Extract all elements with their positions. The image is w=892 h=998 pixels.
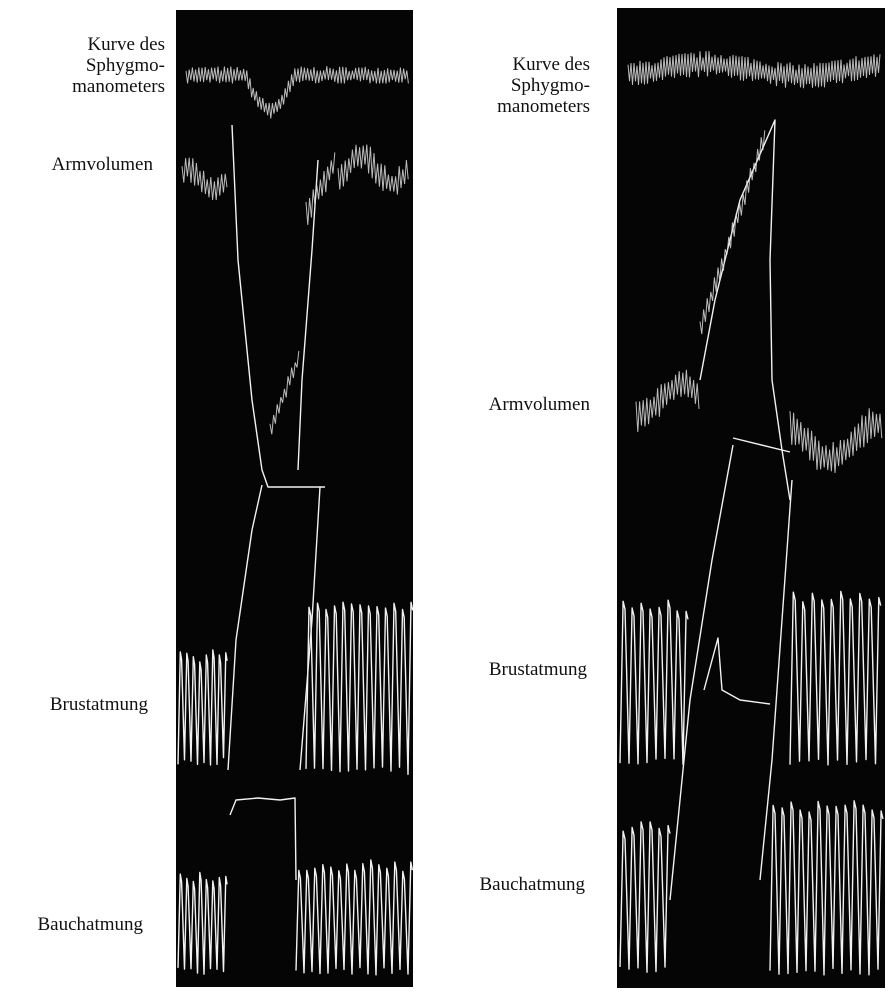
trace-label: Sphygmo-	[511, 75, 590, 96]
trace-label: manometers	[497, 96, 590, 117]
trace-label: Brustatmung	[489, 659, 588, 680]
trace	[337, 144, 409, 195]
trace-label: Bauchatmung	[37, 914, 143, 935]
trace	[295, 859, 414, 976]
trace-label: Kurve des	[512, 54, 590, 75]
trace	[177, 649, 228, 766]
trace	[177, 871, 228, 975]
trace	[627, 51, 881, 89]
trace	[699, 119, 791, 501]
trace	[619, 599, 689, 766]
trace	[185, 66, 409, 119]
trace	[732, 437, 791, 453]
trace	[759, 479, 793, 881]
trace	[305, 152, 336, 225]
trace	[769, 800, 884, 976]
trace-label: manometers	[72, 76, 165, 97]
trace	[181, 157, 228, 201]
trace	[231, 124, 325, 488]
trace-label: Brustatmung	[50, 694, 149, 715]
trace-label: Kurve des	[87, 34, 165, 55]
trace	[699, 130, 766, 335]
trace	[703, 637, 771, 705]
trace	[305, 601, 414, 776]
recording-panel	[176, 10, 413, 987]
trace	[227, 484, 263, 771]
trace	[635, 369, 700, 433]
trace-label: Armvolumen	[52, 154, 154, 175]
trace	[789, 408, 883, 474]
trace-label: Bauchatmung	[479, 874, 585, 895]
trace	[269, 351, 300, 435]
trace	[619, 821, 671, 973]
trace-label: Armvolumen	[489, 394, 591, 415]
trace	[789, 590, 882, 766]
trace	[669, 444, 734, 901]
trace	[229, 797, 297, 881]
trace	[299, 486, 321, 771]
trace-label: Sphygmo-	[86, 55, 165, 76]
